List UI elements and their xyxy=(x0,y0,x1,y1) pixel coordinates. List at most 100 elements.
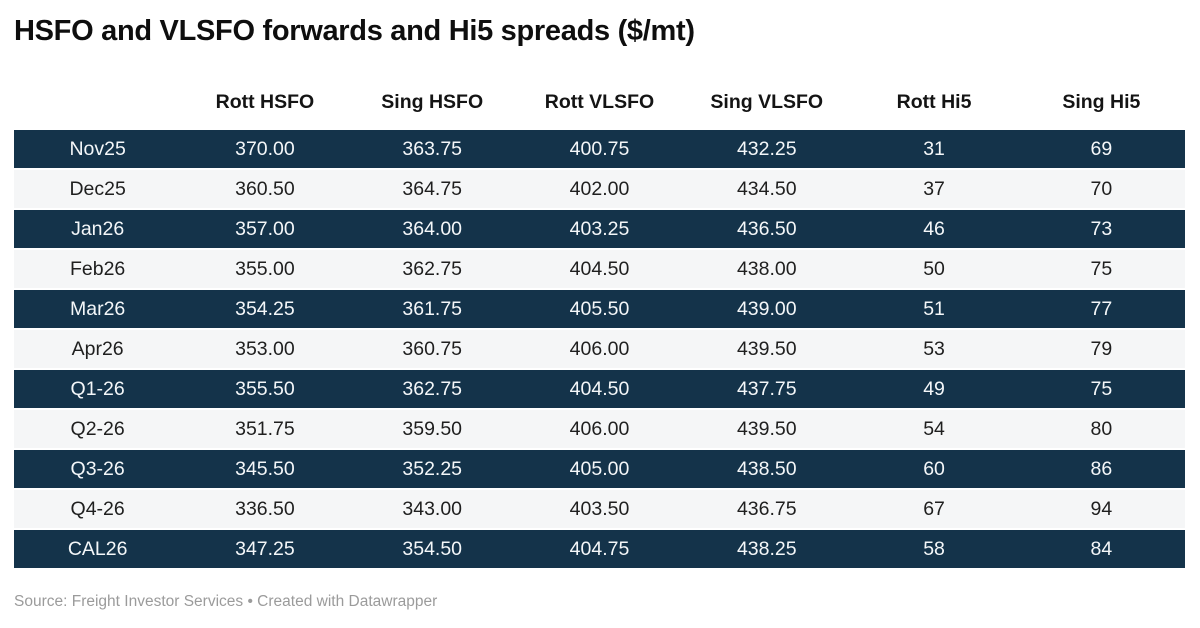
cell-value: 434.50 xyxy=(683,170,851,208)
cell-value: 31 xyxy=(850,130,1018,168)
cell-value: 406.00 xyxy=(515,330,684,368)
cell-value: 354.25 xyxy=(181,290,349,328)
cell-value: 69 xyxy=(1017,130,1185,168)
cell-value: 404.50 xyxy=(515,250,684,288)
cell-value: 370.00 xyxy=(181,130,349,168)
cell-value: 364.00 xyxy=(348,210,516,248)
table-row: Feb26 355.00 362.75 404.50 438.00 50 75 xyxy=(14,250,1185,288)
cell-value: 406.00 xyxy=(515,410,684,448)
row-label: CAL26 xyxy=(14,530,182,568)
cell-value: 403.25 xyxy=(515,210,684,248)
cell-value: 363.75 xyxy=(348,130,516,168)
cell-value: 439.50 xyxy=(683,330,851,368)
cell-value: 51 xyxy=(850,290,1018,328)
datawrapper-table-widget: HSFO and VLSFO forwards and Hi5 spreads … xyxy=(14,15,1185,610)
table-row: Q2-26 351.75 359.50 406.00 439.50 54 80 xyxy=(14,410,1185,448)
cell-value: 436.50 xyxy=(683,210,851,248)
cell-value: 404.50 xyxy=(515,370,684,408)
column-header: Rott Hi5 xyxy=(896,91,972,113)
cell-value: 336.50 xyxy=(181,490,349,528)
cell-value: 352.25 xyxy=(348,450,516,488)
cell-value: 360.75 xyxy=(348,330,516,368)
table-row: Nov25 370.00 363.75 400.75 432.25 31 69 xyxy=(14,130,1185,168)
cell-value: 432.25 xyxy=(683,130,851,168)
cell-value: 360.50 xyxy=(181,170,349,208)
column-header: Rott VLSFO xyxy=(544,91,655,113)
cell-value: 73 xyxy=(1017,210,1185,248)
cell-value: 37 xyxy=(850,170,1018,208)
cell-value: 54 xyxy=(850,410,1018,448)
row-label: Q2-26 xyxy=(14,410,182,448)
cell-value: 361.75 xyxy=(348,290,516,328)
table-row: Q3-26 345.50 352.25 405.00 438.50 60 86 xyxy=(14,450,1185,488)
row-label: Feb26 xyxy=(14,250,182,288)
row-label: Q4-26 xyxy=(14,490,182,528)
cell-value: 79 xyxy=(1017,330,1185,368)
cell-value: 343.00 xyxy=(348,490,516,528)
table-body: Nov25 370.00 363.75 400.75 432.25 31 69 Dec25 36… xyxy=(14,130,1185,568)
cell-value: 53 xyxy=(850,330,1018,368)
cell-value: 347.25 xyxy=(181,530,349,568)
cell-value: 400.75 xyxy=(515,130,684,168)
cell-value: 439.50 xyxy=(683,410,851,448)
column-header: Sing Hi5 xyxy=(1062,91,1141,113)
row-label: Nov25 xyxy=(14,130,182,168)
row-label: Apr26 xyxy=(14,330,182,368)
cell-value: 355.50 xyxy=(181,370,349,408)
cell-value: 80 xyxy=(1017,410,1185,448)
row-label: Mar26 xyxy=(14,290,182,328)
cell-value: 75 xyxy=(1017,370,1185,408)
row-label: Q3-26 xyxy=(14,450,182,488)
row-label: Jan26 xyxy=(14,210,182,248)
table-row: Q1-26 355.50 362.75 404.50 437.75 49 75 xyxy=(14,370,1185,408)
table-row: Mar26 354.25 361.75 405.50 439.00 51 77 xyxy=(14,290,1185,328)
cell-value: 60 xyxy=(850,450,1018,488)
cell-value: 354.50 xyxy=(348,530,516,568)
cell-value: 437.75 xyxy=(683,370,851,408)
cell-value: 77 xyxy=(1017,290,1185,328)
row-label: Q1-26 xyxy=(14,370,182,408)
cell-value: 405.50 xyxy=(515,290,684,328)
cell-value: 439.00 xyxy=(683,290,851,328)
table-row: Q4-26 336.50 343.00 403.50 436.75 67 94 xyxy=(14,490,1185,528)
cell-value: 86 xyxy=(1017,450,1185,488)
chart-title: HSFO and VLSFO forwards and Hi5 spreads … xyxy=(14,15,695,47)
cell-value: 362.75 xyxy=(348,250,516,288)
cell-value: 351.75 xyxy=(181,410,349,448)
header-row: Rott HSFO Sing HSFO Rott VLSFO Sing VLSFO Ro… xyxy=(14,68,1185,128)
cell-value: 438.00 xyxy=(683,250,851,288)
cell-value: 58 xyxy=(850,530,1018,568)
cell-value: 364.75 xyxy=(348,170,516,208)
cell-value: 359.50 xyxy=(348,410,516,448)
cell-value: 362.75 xyxy=(348,370,516,408)
table-row: Dec25 360.50 364.75 402.00 434.50 37 70 xyxy=(14,170,1185,208)
cell-value: 49 xyxy=(850,370,1018,408)
table-row: Jan26 357.00 364.00 403.25 436.50 46 73 xyxy=(14,210,1185,248)
forwards-table: Rott HSFO Sing HSFO Rott VLSFO Sing VLSFO Ro… xyxy=(14,66,1185,570)
cell-value: 50 xyxy=(850,250,1018,288)
cell-value: 353.00 xyxy=(181,330,349,368)
column-header: Sing HSFO xyxy=(381,91,484,113)
cell-value: 84 xyxy=(1017,530,1185,568)
cell-value: 402.00 xyxy=(515,170,684,208)
cell-value: 94 xyxy=(1017,490,1185,528)
cell-value: 70 xyxy=(1017,170,1185,208)
table-row: Apr26 353.00 360.75 406.00 439.50 53 79 xyxy=(14,330,1185,368)
table-row: CAL26 347.25 354.50 404.75 438.25 58 84 xyxy=(14,530,1185,568)
cell-value: 436.75 xyxy=(683,490,851,528)
cell-value: 405.00 xyxy=(515,450,684,488)
cell-value: 345.50 xyxy=(181,450,349,488)
column-header: Rott HSFO xyxy=(215,91,315,113)
source-note: Source: Freight Investor Services • Crea… xyxy=(14,593,438,610)
cell-value: 438.50 xyxy=(683,450,851,488)
cell-value: 357.00 xyxy=(181,210,349,248)
cell-value: 46 xyxy=(850,210,1018,248)
cell-value: 438.25 xyxy=(683,530,851,568)
row-label-column-header xyxy=(14,68,181,128)
cell-value: 404.75 xyxy=(515,530,684,568)
cell-value: 75 xyxy=(1017,250,1185,288)
column-header: Sing VLSFO xyxy=(710,91,824,113)
row-label: Dec25 xyxy=(14,170,182,208)
cell-value: 355.00 xyxy=(181,250,349,288)
cell-value: 403.50 xyxy=(515,490,684,528)
